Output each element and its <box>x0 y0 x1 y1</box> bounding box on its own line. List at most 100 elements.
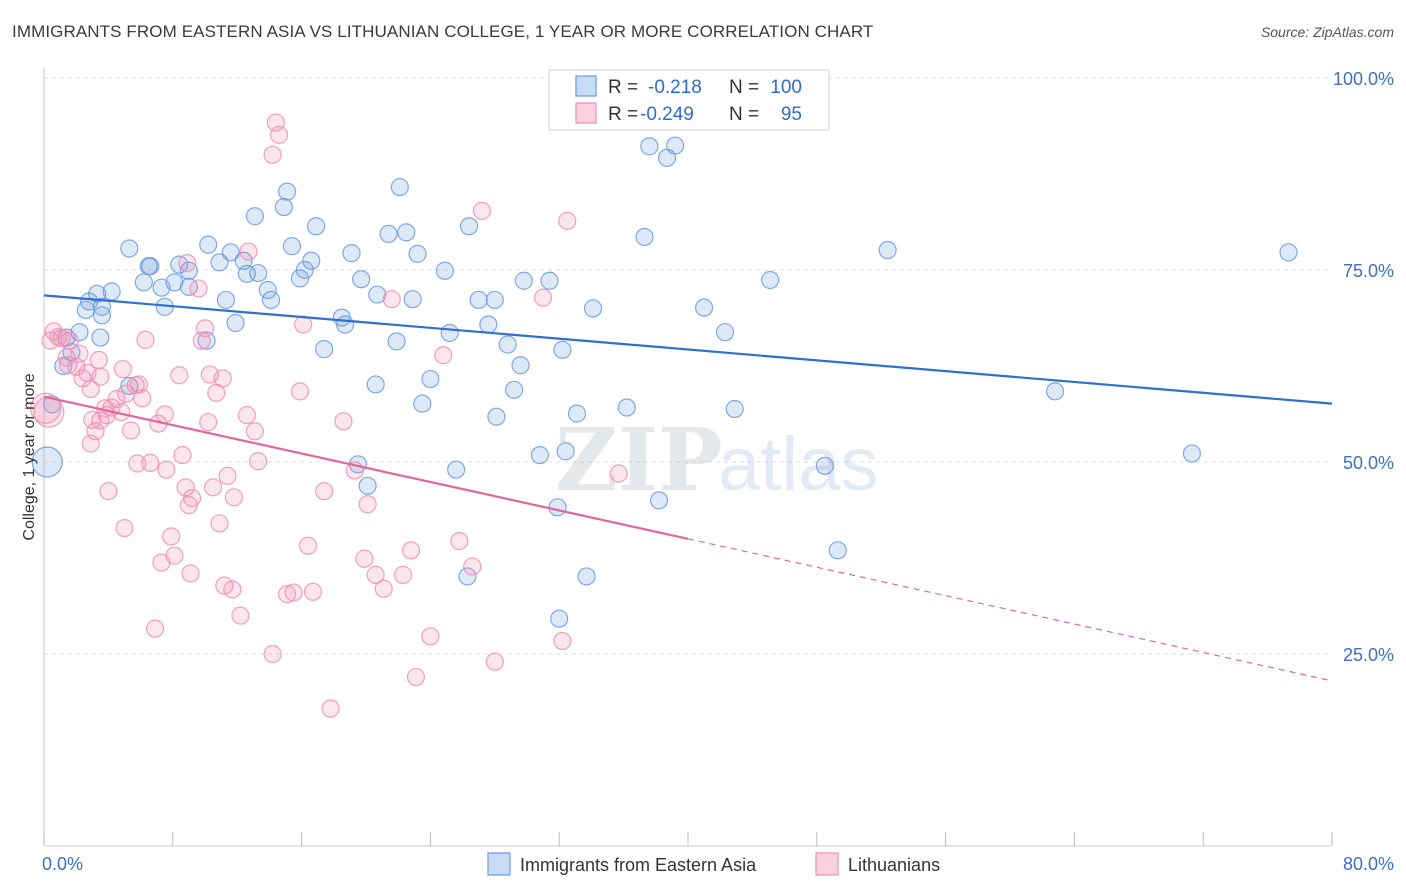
data-point <box>458 567 477 586</box>
data-point <box>450 532 469 551</box>
data-point <box>102 282 121 301</box>
data-point <box>408 244 427 263</box>
data-point <box>141 453 160 472</box>
data-point <box>181 564 200 583</box>
chart-title: IMMIGRANTS FROM EASTERN ASIA VS LITHUANI… <box>12 22 874 41</box>
data-point <box>183 488 202 508</box>
data-point <box>583 299 603 318</box>
data-point <box>290 269 310 288</box>
x-tick-label-end: 80.0% <box>1343 854 1394 874</box>
bottom-legend-swatch-lithuanians <box>815 852 839 876</box>
data-point <box>224 488 244 507</box>
data-point <box>306 217 326 236</box>
data-point <box>134 273 153 292</box>
data-point <box>321 699 340 718</box>
data-point <box>355 549 374 568</box>
data-point <box>226 313 245 333</box>
legend-row-eastern-asia: R = -0.218 N = 100 <box>575 75 802 98</box>
data-point <box>237 406 256 425</box>
bottom-legend-swatch-eastern-asia <box>487 852 511 876</box>
data-point <box>1182 444 1202 463</box>
data-point <box>245 422 265 441</box>
data-point <box>136 330 155 349</box>
data-point <box>294 315 313 334</box>
data-point <box>725 399 744 419</box>
data-point <box>210 514 229 533</box>
legend-n-label: N = <box>729 77 759 98</box>
data-point <box>199 412 218 432</box>
data-point <box>113 359 132 379</box>
data-point <box>199 235 218 254</box>
data-point <box>440 323 459 343</box>
data-point <box>694 298 714 317</box>
correlation-legend: R = -0.218 N = 100 R = -0.249 N = 95 <box>548 69 830 131</box>
data-point <box>358 495 377 514</box>
data-point <box>447 460 466 479</box>
data-point <box>548 498 567 517</box>
data-point <box>263 145 282 164</box>
data-point <box>390 177 409 197</box>
data-point <box>487 407 506 426</box>
data-point <box>382 290 401 309</box>
data-point <box>31 446 63 478</box>
data-point <box>170 366 189 385</box>
data-point <box>485 652 504 671</box>
data-point <box>203 478 223 497</box>
data-point <box>263 644 282 664</box>
data-point <box>358 476 377 495</box>
data-point <box>89 350 108 369</box>
data-point <box>342 244 361 263</box>
data-point <box>129 375 149 394</box>
data-point <box>479 315 498 334</box>
data-point <box>303 582 322 601</box>
data-point <box>231 606 250 625</box>
data-point <box>298 536 318 555</box>
gridlines <box>44 77 1332 655</box>
data-point <box>334 412 353 431</box>
data-point <box>81 379 100 399</box>
legend-row-lithuanians: R = -0.249 N = 95 <box>575 102 802 125</box>
y-tick-label: 50.0% <box>1343 453 1394 473</box>
data-point <box>145 619 165 638</box>
trendline-lithuanians-extension <box>687 538 1333 682</box>
bottom-legend-label-eastern-asia: Immigrants from Eastern Asia <box>520 855 757 875</box>
data-point <box>550 609 569 628</box>
data-point <box>1045 382 1065 401</box>
data-point <box>387 332 406 351</box>
data-point <box>195 319 215 338</box>
data-point <box>472 201 492 220</box>
series-points-lithuanians <box>30 113 628 718</box>
data-point <box>157 460 176 479</box>
y-tick-label: 75.0% <box>1343 261 1394 281</box>
source-credit: Source: ZipAtlas.com <box>1260 24 1394 40</box>
legend-swatch-lithuanians <box>575 102 597 124</box>
legend-n-value: 100 <box>770 77 802 98</box>
data-point <box>878 240 897 260</box>
data-point <box>640 137 659 156</box>
data-point <box>213 369 232 388</box>
y-tick-label: 100.0% <box>1333 69 1394 89</box>
data-point <box>577 567 596 586</box>
watermark: ZIP atlas <box>555 410 879 511</box>
data-point <box>258 280 277 300</box>
data-point <box>421 369 440 389</box>
data-point <box>86 422 105 441</box>
data-point <box>274 197 293 217</box>
data-point <box>553 631 572 651</box>
legend-n-label: N = <box>729 104 759 125</box>
data-point <box>368 285 387 304</box>
data-point <box>30 392 62 424</box>
data-point <box>533 288 553 307</box>
trendline-eastern-asia <box>43 294 1333 405</box>
series-points-eastern-asia <box>31 136 1298 628</box>
legend-r-label: R = <box>608 77 638 98</box>
data-point <box>374 579 393 598</box>
data-point <box>269 125 289 144</box>
data-point <box>249 452 268 471</box>
y-axis-tick-labels: 25.0% 50.0% 75.0% 100.0% <box>1333 69 1394 665</box>
data-point <box>553 340 572 359</box>
legend-n-value: 95 <box>781 104 802 125</box>
data-point <box>165 546 184 565</box>
data-point <box>141 257 160 276</box>
